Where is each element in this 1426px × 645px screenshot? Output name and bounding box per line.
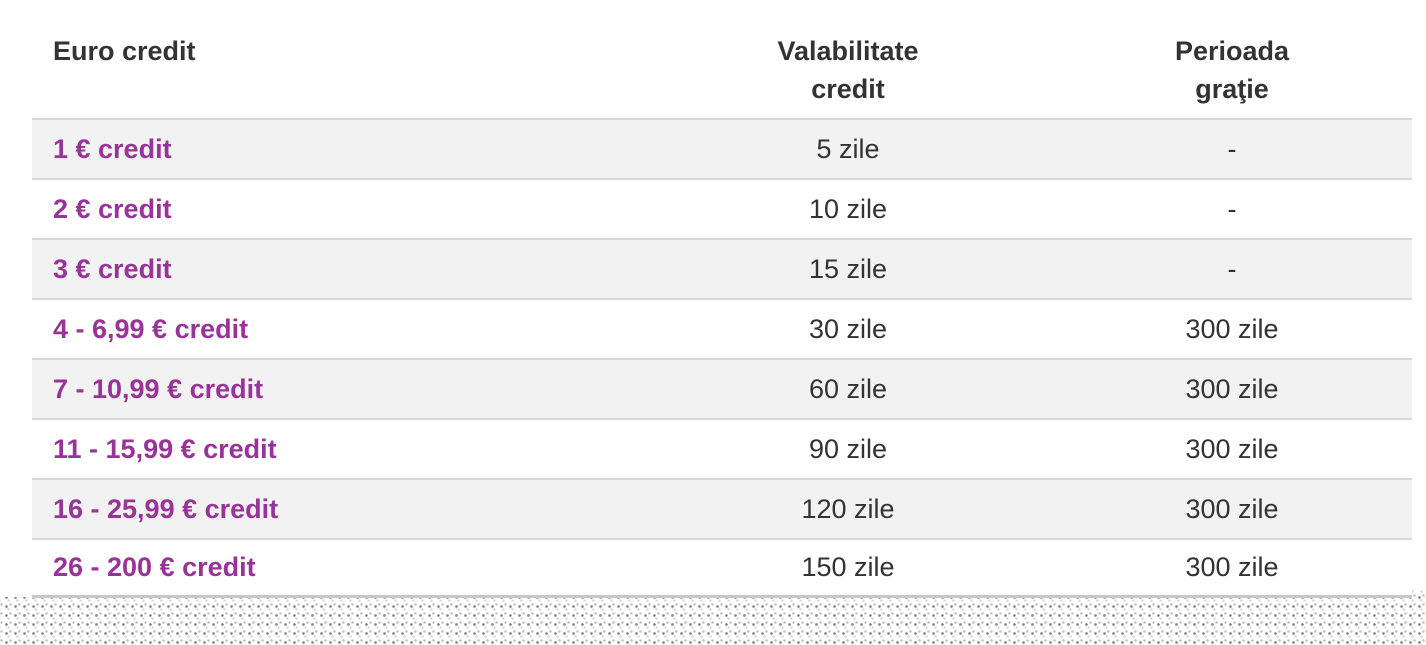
dotted-pattern-band — [0, 590, 1426, 645]
credit-range-cell: 1 € credit — [53, 133, 172, 164]
credit-range-cell: 16 - 25,99 € credit — [53, 493, 279, 524]
table-row: 1 € credit 5 zile - — [32, 118, 1412, 178]
credit-range-cell: 4 - 6,99 € credit — [53, 313, 249, 344]
column-header-label: Euro credit — [53, 36, 196, 66]
grace-period-cell: 300 zile — [1185, 433, 1279, 464]
validity-cell: 60 zile — [808, 373, 888, 404]
table-row: 7 - 10,99 € credit 60 zile 300 zile — [32, 358, 1412, 418]
grace-period-cell: 300 zile — [1185, 373, 1279, 404]
table-header-row: Euro credit Valabilitate credit Perioada… — [32, 20, 1412, 118]
validity-cell: 15 zile — [808, 253, 888, 284]
validity-cell: 150 zile — [801, 552, 895, 582]
grace-period-cell: - — [1227, 193, 1237, 224]
credit-range-cell: 11 - 15,99 € credit — [53, 433, 277, 464]
grace-period-cell: - — [1227, 253, 1237, 284]
table-row: 4 - 6,99 € credit 30 zile 300 zile — [32, 298, 1412, 358]
column-header-validity: Valabilitate credit — [644, 32, 1052, 118]
column-header-label: Valabilitate credit — [777, 36, 919, 104]
column-header-euro-credit: Euro credit — [32, 32, 644, 118]
credit-validity-table: Euro credit Valabilitate credit Perioada… — [32, 20, 1412, 598]
grace-period-cell: 300 zile — [1185, 493, 1279, 524]
grace-period-cell: - — [1227, 133, 1237, 164]
validity-cell: 5 zile — [816, 133, 880, 164]
credit-range-cell: 26 - 200 € credit — [53, 552, 256, 582]
table-row: 16 - 25,99 € credit 120 zile 300 zile — [32, 478, 1412, 538]
table-row: 11 - 15,99 € credit 90 zile 300 zile — [32, 418, 1412, 478]
credit-range-cell: 2 € credit — [53, 193, 172, 224]
credit-range-cell: 7 - 10,99 € credit — [53, 373, 264, 404]
grace-period-cell: 300 zile — [1185, 552, 1279, 582]
validity-cell: 90 zile — [808, 433, 888, 464]
table-body: 1 € credit 5 zile - 2 € credit 10 zile -… — [32, 118, 1412, 598]
grace-period-cell: 300 zile — [1185, 313, 1279, 344]
credit-range-cell: 3 € credit — [53, 253, 172, 284]
table-row: 26 - 200 € credit 150 zile 300 zile — [32, 538, 1412, 598]
table-row: 3 € credit 15 zile - — [32, 238, 1412, 298]
validity-cell: 30 zile — [808, 313, 888, 344]
table-row: 2 € credit 10 zile - — [32, 178, 1412, 238]
validity-cell: 120 zile — [801, 493, 895, 524]
column-header-label: Perioada graţie — [1174, 36, 1290, 104]
column-header-grace-period: Perioada graţie — [1052, 32, 1412, 118]
validity-cell: 10 zile — [808, 193, 888, 224]
